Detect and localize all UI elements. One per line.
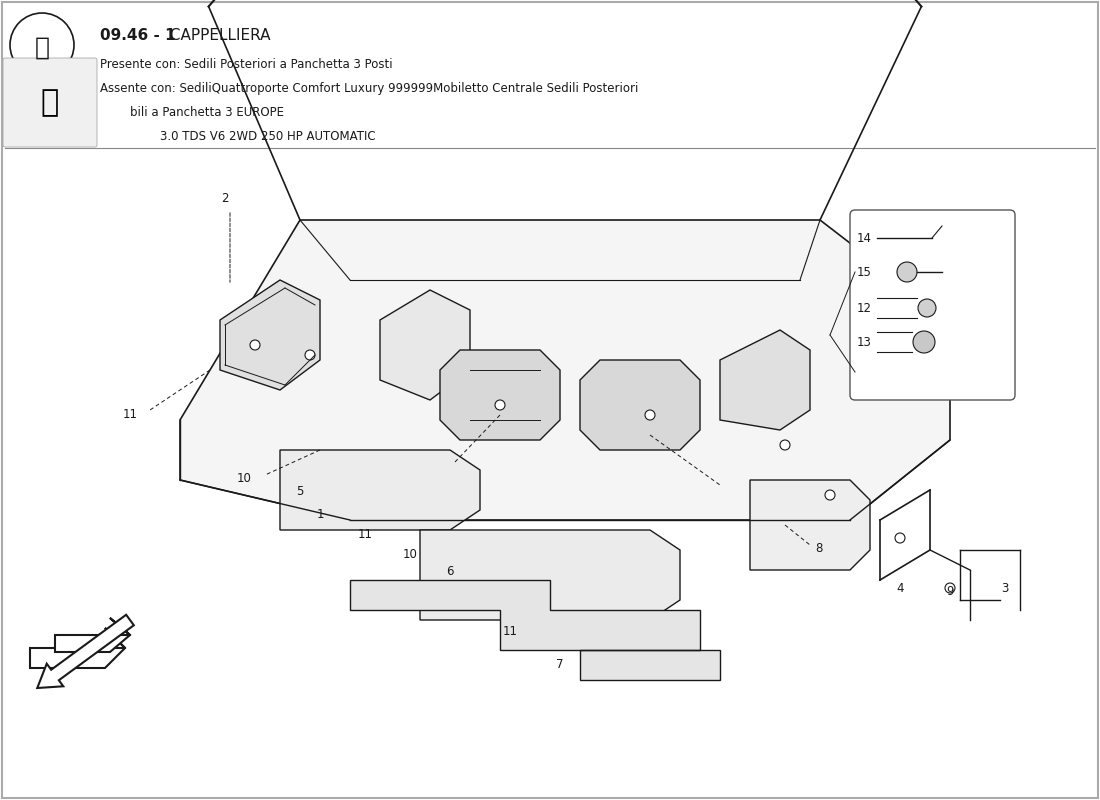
Text: CAPPELLIERA: CAPPELLIERA <box>165 28 271 43</box>
Circle shape <box>825 490 835 500</box>
Text: 4: 4 <box>896 582 904 595</box>
Polygon shape <box>580 360 700 450</box>
Text: 11: 11 <box>503 625 517 638</box>
Text: 7: 7 <box>557 658 563 671</box>
Text: 13: 13 <box>857 335 872 349</box>
Text: 9: 9 <box>946 585 954 598</box>
Circle shape <box>495 400 505 410</box>
Polygon shape <box>280 450 480 530</box>
Text: Presente con: Sedili Posteriori a Panchetta 3 Posti: Presente con: Sedili Posteriori a Panche… <box>100 58 393 71</box>
Text: 3: 3 <box>1001 582 1009 595</box>
Text: 14: 14 <box>857 231 872 245</box>
Text: 𝕸: 𝕸 <box>34 37 50 59</box>
Text: 12: 12 <box>857 302 872 314</box>
Text: 09.46 - 1: 09.46 - 1 <box>100 28 176 43</box>
Polygon shape <box>180 220 950 520</box>
Circle shape <box>913 331 935 353</box>
Circle shape <box>645 410 654 420</box>
Text: 10: 10 <box>238 471 252 485</box>
Text: 6: 6 <box>447 565 453 578</box>
Text: bili a Panchetta 3 EUROPE: bili a Panchetta 3 EUROPE <box>100 106 284 119</box>
Circle shape <box>945 583 955 593</box>
Text: 1: 1 <box>317 508 323 521</box>
Polygon shape <box>379 290 470 400</box>
Circle shape <box>918 299 936 317</box>
Text: 15: 15 <box>857 266 872 278</box>
Polygon shape <box>30 628 125 668</box>
Text: 11: 11 <box>123 409 138 422</box>
Polygon shape <box>750 480 870 570</box>
Text: 🚗: 🚗 <box>41 89 59 118</box>
Text: 11: 11 <box>358 528 373 541</box>
Circle shape <box>896 262 917 282</box>
Polygon shape <box>440 350 560 440</box>
Polygon shape <box>420 530 680 620</box>
Text: 8: 8 <box>815 542 823 554</box>
FancyBboxPatch shape <box>850 210 1015 400</box>
Text: 3.0 TDS V6 2WD 250 HP AUTOMATIC: 3.0 TDS V6 2WD 250 HP AUTOMATIC <box>100 130 375 143</box>
Polygon shape <box>350 580 720 680</box>
Circle shape <box>305 350 315 360</box>
Text: 5: 5 <box>296 485 304 498</box>
Circle shape <box>250 340 260 350</box>
Polygon shape <box>720 330 810 430</box>
FancyArrow shape <box>37 614 134 688</box>
Text: 10: 10 <box>403 548 417 561</box>
Circle shape <box>895 533 905 543</box>
Polygon shape <box>55 618 130 652</box>
Circle shape <box>780 440 790 450</box>
Text: Assente con: SediliQuattroporte Comfort Luxury 999999Mobiletto Centrale Sedili P: Assente con: SediliQuattroporte Comfort … <box>100 82 638 95</box>
FancyBboxPatch shape <box>3 58 97 147</box>
Polygon shape <box>220 280 320 390</box>
Text: 2: 2 <box>221 192 229 205</box>
